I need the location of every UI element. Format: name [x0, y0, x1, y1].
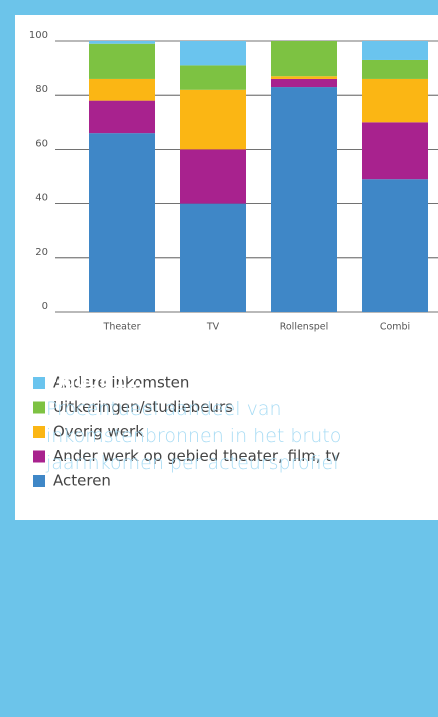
y-tick-label: 20 [35, 247, 48, 258]
bar-segment [271, 87, 337, 312]
bar-segment [271, 41, 337, 77]
bar-segment [180, 89, 246, 150]
bar-segment [89, 41, 155, 44]
x-tick-label: Rollenspel [280, 322, 329, 333]
caption-title: Figuur 12. [46, 372, 145, 392]
bar-segment [89, 43, 155, 79]
legend-swatch [33, 377, 45, 389]
bar-segment [362, 59, 428, 79]
x-tick-label: Combi [380, 322, 410, 333]
y-tick-label: 60 [35, 138, 48, 149]
y-tick-label: 80 [35, 84, 48, 95]
bar-segment [362, 179, 428, 312]
bar-segment [89, 100, 155, 134]
bar-segment [271, 78, 337, 88]
legend-label: Uitkeringen/studiebeurs [53, 398, 233, 416]
legend-swatch [33, 475, 45, 487]
bar-segment [362, 122, 428, 180]
bar-segment [180, 149, 246, 204]
x-tick-label: TV [206, 322, 220, 333]
bar-segment [89, 78, 155, 101]
legend-swatch [33, 450, 45, 463]
bar-segment [271, 76, 337, 79]
legend-label: Andere inkomsten [53, 374, 189, 392]
bar-segment [180, 41, 246, 66]
x-tick-label: Theater [103, 322, 141, 333]
bar-segment [180, 203, 246, 312]
legend-label: Acteren [53, 472, 111, 490]
bar-segment [89, 133, 155, 312]
y-tick-label: 0 [42, 301, 48, 312]
caption-text: Procentueel aandeel van inkomstenbronnen… [46, 398, 342, 474]
legend-label: Ander werk op gebied theater, film, tv [53, 447, 340, 465]
legend-swatch [33, 426, 45, 438]
bar-segment [362, 78, 428, 123]
bar-segment [180, 65, 246, 90]
legend-label: Overig werk [53, 423, 144, 441]
y-tick-label: 40 [35, 193, 48, 204]
y-tick-label: 100 [29, 30, 48, 41]
bar-segment [362, 41, 428, 60]
caption: Figuur 12. Procentueel aandeel van inkom… [46, 372, 386, 477]
legend-swatch [33, 401, 45, 414]
